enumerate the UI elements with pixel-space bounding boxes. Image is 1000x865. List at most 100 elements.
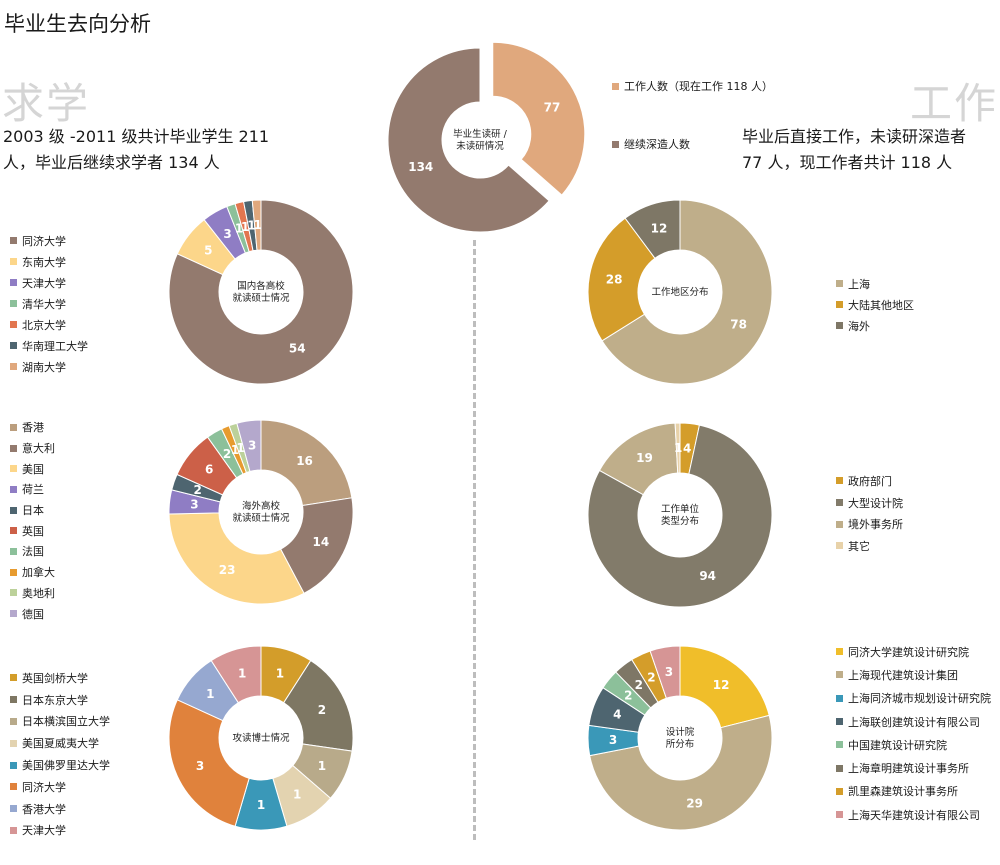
slice-value-label: 94	[699, 569, 716, 583]
donut-center-label: 所分布	[666, 738, 695, 750]
slice-value-label: 54	[289, 341, 306, 355]
legend-label: 英国	[22, 524, 44, 538]
donut-slice	[168, 699, 250, 827]
slice-value-label: 3	[248, 439, 256, 453]
donut-center-label: 海外高校	[242, 500, 281, 512]
slice-value-label: 1	[206, 687, 214, 701]
overseas-masters-legend: 香港 意大利 美国 荷兰 日本 英国 法国 加拿大 奥地利 德国	[10, 417, 55, 624]
slice-value-label: 12	[651, 221, 668, 235]
legend-label: 同济大学	[22, 234, 66, 248]
legend-label: 加拿大	[22, 566, 55, 580]
legend-label: 上海章明建筑设计事务所	[848, 762, 969, 776]
legend-swatch	[10, 805, 17, 813]
legend-swatch	[10, 783, 17, 791]
donut-slice	[649, 645, 681, 699]
legend-label: 德国	[22, 607, 44, 621]
legend-swatch	[10, 237, 17, 244]
legend-label: 奥地利	[22, 586, 55, 600]
legend-label: 日本	[22, 504, 44, 518]
slice-value-label: 12	[713, 678, 730, 692]
legend-item: 德国	[10, 603, 55, 624]
study-heading: 求学	[2, 79, 91, 128]
slice-value-label: 2	[624, 688, 632, 702]
phd-legend: 英国剑桥大学 日本东京大学 日本横滨国立大学 美国夏威夷大学 美国佛罗里达大学 同济大学香…	[10, 667, 110, 841]
legend-item: 其它	[836, 535, 903, 557]
slice-value-label: 1	[674, 441, 682, 455]
legend-item: 上海	[836, 273, 914, 294]
legend-item: 工作人数（现在工作 118 人）	[612, 78, 773, 94]
slice-value-label: 4	[683, 441, 691, 455]
legend-swatch	[10, 717, 17, 725]
donut-slice	[674, 422, 681, 474]
legend-item: 美国	[10, 458, 55, 479]
slice-value-label: 3	[196, 759, 204, 773]
slice-value-label: 1	[236, 441, 244, 455]
legend-item: 美国夏威夷大学	[10, 732, 110, 754]
donut-center-label: 类型分布	[661, 515, 699, 527]
legend-label: 香港	[22, 421, 44, 435]
grad-study-work-donut: 77 134 毕业生读研 /未读研情况	[387, 41, 586, 233]
donut-center-label: 毕业生读研 /	[453, 128, 508, 140]
legend-item: 湖南大学	[10, 356, 88, 377]
legend-swatch	[10, 279, 17, 286]
slice-value-label: 77	[544, 100, 561, 114]
donut-slice	[601, 199, 773, 385]
legend-swatch	[10, 589, 17, 597]
legend-item: 英国	[10, 520, 55, 541]
design-institute-legend: 同济大学建筑设计研究院上海现代建筑设计集团上海同济城市规划设计研究院 上海联创建筑…	[836, 640, 991, 826]
legend-swatch	[10, 826, 17, 834]
donut-slice	[679, 645, 770, 729]
legend-item: 上海现代建筑设计集团	[836, 663, 991, 686]
phd-donut: 1 2 1 1 1 3 1 1 攻读博士情况	[168, 645, 354, 831]
legend-label: 上海	[848, 277, 870, 291]
legend-item: 上海天华建筑设计有限公司	[836, 803, 991, 826]
legend-item: 荷兰	[10, 479, 55, 500]
legend-label: 法国	[22, 545, 44, 559]
legend-item: 美国佛罗里达大学	[10, 754, 110, 776]
legend-swatch	[612, 82, 619, 90]
donut-slice	[492, 41, 586, 196]
legend-label: 同济大学建筑设计研究院	[848, 645, 969, 659]
legend-item: 华南理工大学	[10, 335, 88, 356]
legend-item: 天津大学	[10, 820, 110, 842]
slice-value-label: 3	[223, 227, 231, 241]
legend-label: 其它	[848, 539, 870, 553]
donut-center-label: 就读硕士情况	[232, 292, 290, 304]
slice-value-label: 1	[231, 443, 239, 457]
legend-swatch	[10, 423, 17, 431]
slice-value-label: 3	[609, 733, 617, 747]
legend-label: 继续深造人数	[624, 138, 690, 151]
legend-item: 日本横滨国立大学	[10, 711, 110, 733]
legend-swatch	[836, 301, 843, 308]
legend-label: 香港大学	[22, 802, 66, 816]
legend-swatch	[10, 696, 17, 704]
slice-value-label: 28	[606, 273, 623, 287]
legend-label: 上海联创建筑设计有限公司	[848, 715, 980, 729]
donut-center-label: 工作地区分布	[651, 286, 708, 298]
study-description-line: 2003 级 -2011 级共计毕业学生 211	[3, 127, 270, 146]
legend-item: 同济大学	[10, 230, 88, 251]
legend-swatch	[10, 363, 17, 370]
slice-value-label: 14	[313, 535, 330, 549]
legend-item: 境外事务所	[836, 513, 903, 535]
work-unit-type-legend: 政府部门 大型设计院 境外事务所 其它	[836, 470, 903, 557]
slice-value-label: 2	[193, 483, 201, 497]
slice-value-label: 1	[241, 220, 249, 234]
legend-item: 中国建筑设计研究院	[836, 733, 991, 756]
donut-slice	[168, 199, 354, 385]
legend-label: 清华大学	[22, 297, 66, 311]
slice-value-label: 2	[223, 447, 231, 461]
legend-item: 上海联创建筑设计有限公司	[836, 710, 991, 733]
legend-label: 政府部门	[848, 474, 892, 488]
donut-slice	[587, 424, 773, 608]
legend-swatch	[612, 140, 619, 148]
legend-swatch	[10, 568, 17, 576]
donut-slice	[168, 512, 305, 605]
legend-label: 上海同济城市规划设计研究院	[848, 692, 991, 706]
legend-item: 天津大学	[10, 272, 88, 293]
legend-label: 美国佛罗里达大学	[22, 759, 110, 773]
legend-swatch	[10, 258, 17, 265]
